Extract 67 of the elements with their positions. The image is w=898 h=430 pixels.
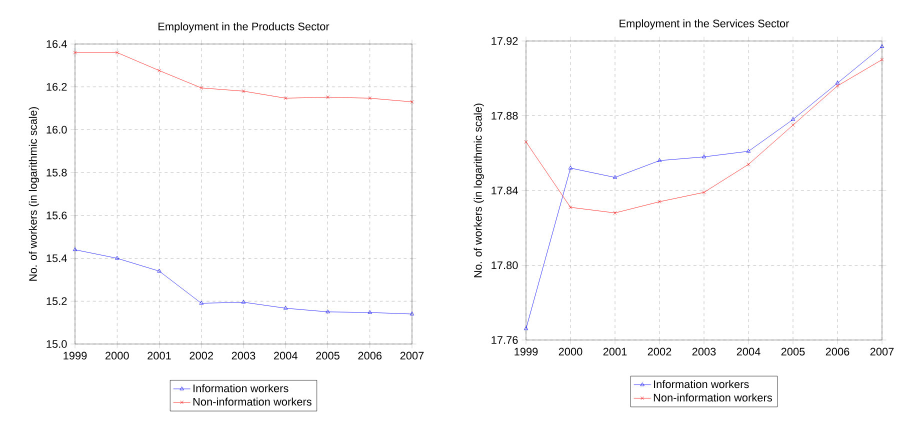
y-axis-title: No. of workers (in logarithmic scale) bbox=[28, 107, 40, 281]
x-tick-label: 2006 bbox=[358, 352, 382, 360]
point bbox=[657, 158, 662, 162]
point bbox=[368, 310, 372, 314]
y-tick-label: 17.84 bbox=[492, 186, 518, 194]
x-tick-label: 2002 bbox=[190, 352, 214, 360]
y-tick-label: 17.88 bbox=[492, 112, 518, 120]
x-tick-label: 1999 bbox=[64, 352, 87, 360]
point bbox=[790, 117, 796, 121]
point bbox=[658, 200, 662, 204]
x-tick-label: 2007 bbox=[400, 352, 424, 360]
x-tick-label: 2002 bbox=[648, 348, 672, 356]
point bbox=[284, 96, 288, 100]
point bbox=[241, 300, 246, 304]
y-tick-label: 15.8 bbox=[46, 168, 67, 176]
y-tick-label: 15.6 bbox=[46, 212, 67, 220]
y-tick-label: 17.92 bbox=[492, 37, 518, 45]
point bbox=[200, 86, 204, 90]
point bbox=[613, 211, 617, 215]
point bbox=[568, 166, 573, 170]
point bbox=[702, 190, 706, 194]
y-tick-label: 15.2 bbox=[46, 297, 67, 306]
point bbox=[702, 154, 706, 158]
x-tick-label: 2003 bbox=[232, 352, 256, 360]
point bbox=[115, 50, 119, 54]
chart-title: Employment in the Products Sector bbox=[158, 22, 330, 33]
y-tick-label: 15.4 bbox=[46, 254, 67, 262]
point bbox=[746, 148, 751, 153]
legend-label: Non-information workers bbox=[654, 393, 772, 402]
point bbox=[326, 309, 330, 314]
x-tick-label: 2007 bbox=[870, 348, 894, 356]
point bbox=[199, 300, 204, 305]
point bbox=[836, 84, 840, 88]
point bbox=[612, 175, 618, 179]
point bbox=[368, 96, 372, 100]
x-tick-label: 2006 bbox=[826, 348, 850, 356]
x-tick-label: 2004 bbox=[274, 352, 298, 360]
x-tick-label: 2000 bbox=[105, 352, 129, 360]
point bbox=[746, 162, 750, 166]
legend-label: Information workers bbox=[654, 380, 749, 388]
x-tick-label: 1999 bbox=[514, 348, 538, 356]
y-axis-title: No. of workers (in logarithmic scale) bbox=[474, 104, 484, 278]
chart-title: Employment in the Services Sector bbox=[620, 19, 790, 30]
point bbox=[326, 95, 330, 99]
legend-label: Non-information workers bbox=[193, 398, 312, 406]
point bbox=[158, 68, 161, 72]
point bbox=[115, 256, 120, 260]
point bbox=[791, 123, 795, 127]
point bbox=[835, 80, 840, 84]
x-tick-label: 2004 bbox=[736, 348, 760, 356]
y-tick-label: 16.2 bbox=[46, 82, 67, 91]
point bbox=[157, 268, 162, 272]
y-tick-label: 16.0 bbox=[46, 126, 67, 134]
point bbox=[568, 206, 572, 210]
y-tick-label: 17.80 bbox=[492, 261, 518, 270]
y-tick-label: 17.76 bbox=[492, 336, 518, 344]
y-tick-label: 15.0 bbox=[46, 340, 67, 348]
x-tick-label: 2001 bbox=[603, 348, 627, 356]
x-tick-label: 2003 bbox=[692, 348, 716, 356]
legend-label: Information workers bbox=[194, 384, 288, 392]
x-tick-label: 2005 bbox=[781, 348, 805, 356]
x-tick-label: 2000 bbox=[558, 348, 582, 356]
point bbox=[242, 89, 246, 93]
x-tick-label: 2005 bbox=[316, 352, 340, 360]
point bbox=[284, 306, 288, 310]
x-tick-label: 2001 bbox=[148, 352, 171, 360]
y-tick-label: 16.4 bbox=[46, 40, 67, 48]
